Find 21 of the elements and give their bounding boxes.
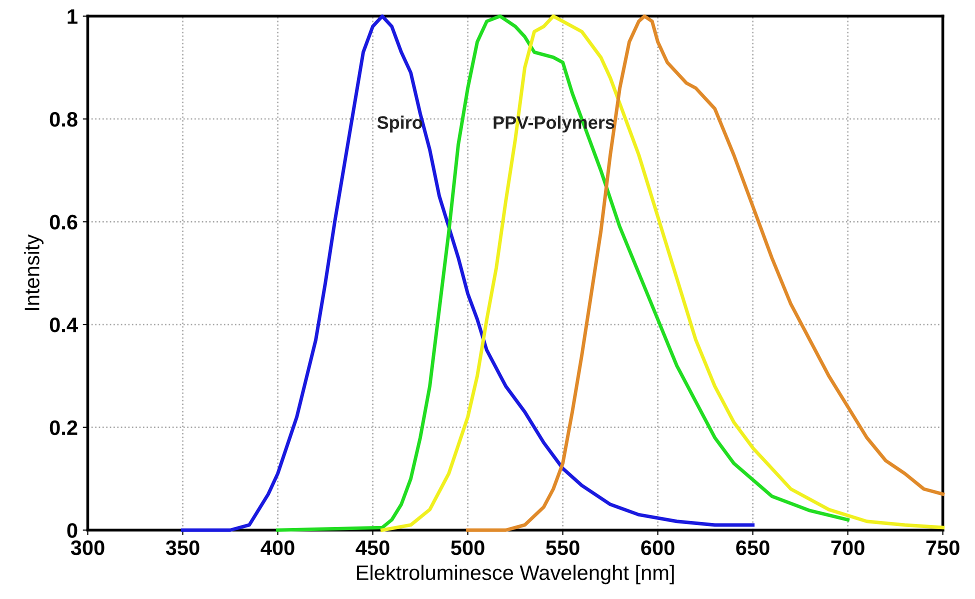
x-tick-label: 750 <box>926 540 960 556</box>
x-axis-title: Elektroluminesce Wavelenght [nm] <box>357 564 674 584</box>
y-tick-label: 1 <box>68 9 78 24</box>
y-axis-title: Intensity <box>24 234 44 310</box>
x-tick-label: 650 <box>736 540 770 556</box>
y-tick-label: 0 <box>67 523 78 538</box>
x-tick-label: 400 <box>260 540 294 556</box>
y-tick-label: 0.2 <box>50 420 78 436</box>
x-tick-label: 450 <box>356 540 390 556</box>
line-series <box>181 14 755 532</box>
y-tick-label: 0.6 <box>50 214 78 230</box>
x-tick-label: 300 <box>70 540 104 556</box>
x-tick-label: 600 <box>641 540 674 556</box>
annotation: Spiro <box>377 116 422 133</box>
x-tick-label: 550 <box>546 540 580 556</box>
y-tick-label: 0.4 <box>50 318 78 332</box>
x-tick-label: 350 <box>166 540 200 556</box>
line-series <box>276 14 850 532</box>
x-tick-label: 700 <box>831 540 864 556</box>
y-tick-label: 0.8 <box>50 112 78 127</box>
x-tick-label: 500 <box>451 540 484 556</box>
